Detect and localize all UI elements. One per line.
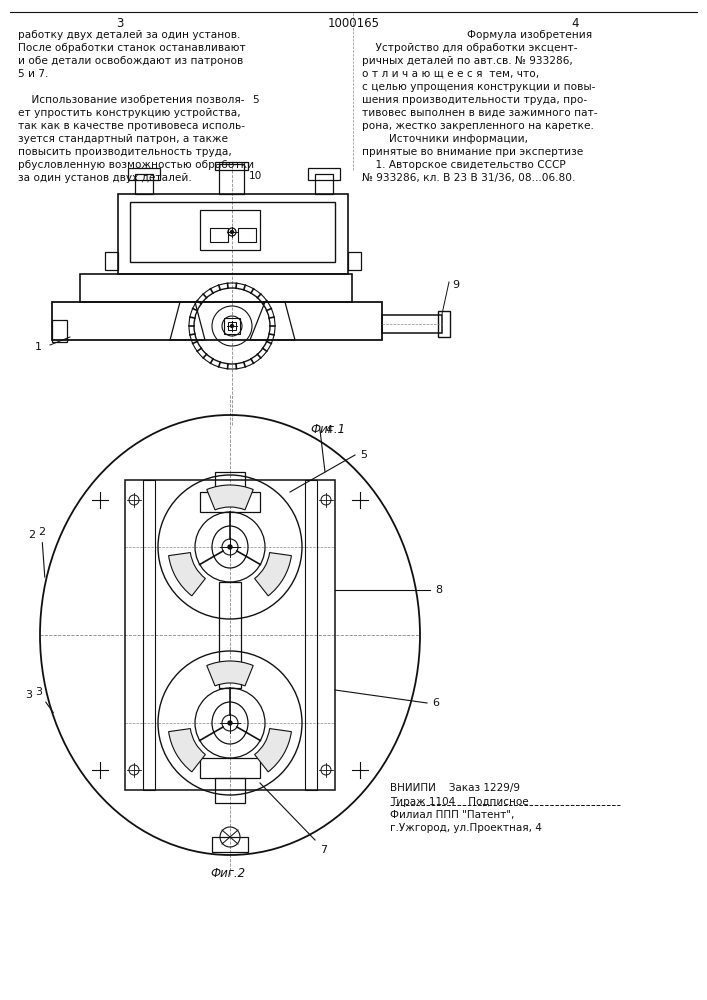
Bar [125, 480, 335, 790]
Text: 5: 5 [252, 95, 259, 105]
Text: Фиг.2: Фиг.2 [210, 867, 245, 880]
Text: 6: 6 [432, 698, 439, 708]
Wedge shape [255, 553, 291, 596]
Bar [315, 174, 333, 194]
Wedge shape [206, 661, 253, 686]
Text: 2: 2 [38, 527, 45, 577]
Bar [200, 492, 260, 512]
Bar [130, 202, 335, 262]
Bar [219, 582, 241, 688]
Text: 9: 9 [452, 280, 459, 290]
Bar [128, 168, 160, 180]
Text: рона, жестко закрепленного на каретке.: рона, жестко закрепленного на каретке. [362, 121, 594, 131]
Text: принятые во внимание при экспертизе: принятые во внимание при экспертизе [362, 147, 583, 157]
Text: 3: 3 [117, 17, 124, 30]
Text: 7: 7 [320, 845, 327, 855]
Text: Филиал ППП "Патент",: Филиал ППП "Патент", [390, 810, 515, 820]
Bar [52, 320, 67, 342]
Text: 4: 4 [571, 17, 579, 30]
Bar [80, 274, 352, 302]
Text: за один установ двух деталей.: за один установ двух деталей. [18, 173, 192, 183]
Text: Источники информации,: Источники информации, [362, 134, 528, 144]
Text: ВНИИПИ    Заказ 1229/9: ВНИИПИ Заказ 1229/9 [390, 783, 520, 793]
Bar [215, 778, 245, 803]
Wedge shape [206, 485, 253, 510]
Text: г.Ужгород, ул.Проектная, 4: г.Ужгород, ул.Проектная, 4 [390, 823, 542, 833]
Text: 3: 3 [35, 687, 54, 713]
Circle shape [230, 324, 233, 328]
Text: 3: 3 [25, 690, 32, 700]
Bar [212, 837, 248, 852]
Bar [135, 174, 153, 194]
Text: Формула изобретения: Формула изобретения [467, 30, 592, 40]
Text: работку двух деталей за один установ.: работку двух деталей за один установ. [18, 30, 240, 40]
Circle shape [230, 231, 233, 233]
Text: Устройство для обработки эксцент-: Устройство для обработки эксцент- [362, 43, 578, 53]
Bar [308, 168, 340, 180]
Bar [382, 315, 442, 333]
Text: зуется стандартный патрон, а также: зуется стандартный патрон, а также [18, 134, 228, 144]
Bar [305, 480, 317, 790]
Text: 10: 10 [249, 171, 262, 181]
Bar [200, 758, 260, 778]
Circle shape [228, 721, 232, 725]
Text: 1. Авторское свидетельство СССР: 1. Авторское свидетельство СССР [362, 160, 566, 170]
Text: с целью упрощения конструкции и повы-: с целью упрощения конструкции и повы- [362, 82, 595, 92]
Bar [118, 194, 348, 274]
Wedge shape [255, 729, 291, 772]
Bar [200, 210, 260, 250]
Wedge shape [168, 729, 205, 772]
Text: 1000165: 1000165 [327, 17, 380, 30]
Text: После обработки станок останавливают: После обработки станок останавливают [18, 43, 246, 53]
Text: № 933286, кл. В 23 В 31/36, 08...06.80.: № 933286, кл. В 23 В 31/36, 08...06.80. [362, 173, 575, 183]
Text: так как в качестве противовеса исполь-: так как в качестве противовеса исполь- [18, 121, 245, 131]
Text: шения производительности труда, про-: шения производительности труда, про- [362, 95, 587, 105]
Bar [215, 162, 248, 170]
Bar [52, 302, 382, 340]
Bar [143, 480, 155, 790]
Circle shape [228, 545, 232, 549]
Text: ет упростить конструкцию устройства,: ет упростить конструкцию устройства, [18, 108, 240, 118]
Text: и обе детали освобождают из патронов: и обе детали освобождают из патронов [18, 56, 243, 66]
Bar [105, 252, 118, 270]
Text: 8: 8 [435, 585, 442, 595]
Bar [348, 252, 361, 270]
Bar [228, 322, 236, 330]
Text: о т л и ч а ю щ е е с я  тем, что,: о т л и ч а ю щ е е с я тем, что, [362, 69, 539, 79]
Text: 1: 1 [35, 342, 42, 352]
Text: Фиг.1: Фиг.1 [310, 423, 345, 436]
Text: Использование изобретения позволя-: Использование изобретения позволя- [18, 95, 245, 105]
Text: Тираж 1104    Подписное: Тираж 1104 Подписное [390, 797, 529, 807]
Wedge shape [168, 553, 205, 596]
Bar [438, 311, 450, 337]
Bar [238, 228, 256, 242]
Bar [219, 164, 244, 194]
Text: 2: 2 [28, 530, 35, 540]
Text: рбусловленную возможностью обработки: рбусловленную возможностью обработки [18, 160, 254, 170]
Bar [215, 472, 245, 492]
Text: 5 и 7.: 5 и 7. [18, 69, 48, 79]
Text: тивовес выполнен в виде зажимного пат-: тивовес выполнен в виде зажимного пат- [362, 108, 597, 118]
Bar [224, 318, 240, 334]
Bar [210, 228, 228, 242]
Text: 5: 5 [360, 450, 367, 460]
Text: ричных деталей по авт.св. № 933286,: ричных деталей по авт.св. № 933286, [362, 56, 573, 66]
Text: 4: 4 [325, 425, 332, 435]
Text: повысить производительность труда,: повысить производительность труда, [18, 147, 232, 157]
